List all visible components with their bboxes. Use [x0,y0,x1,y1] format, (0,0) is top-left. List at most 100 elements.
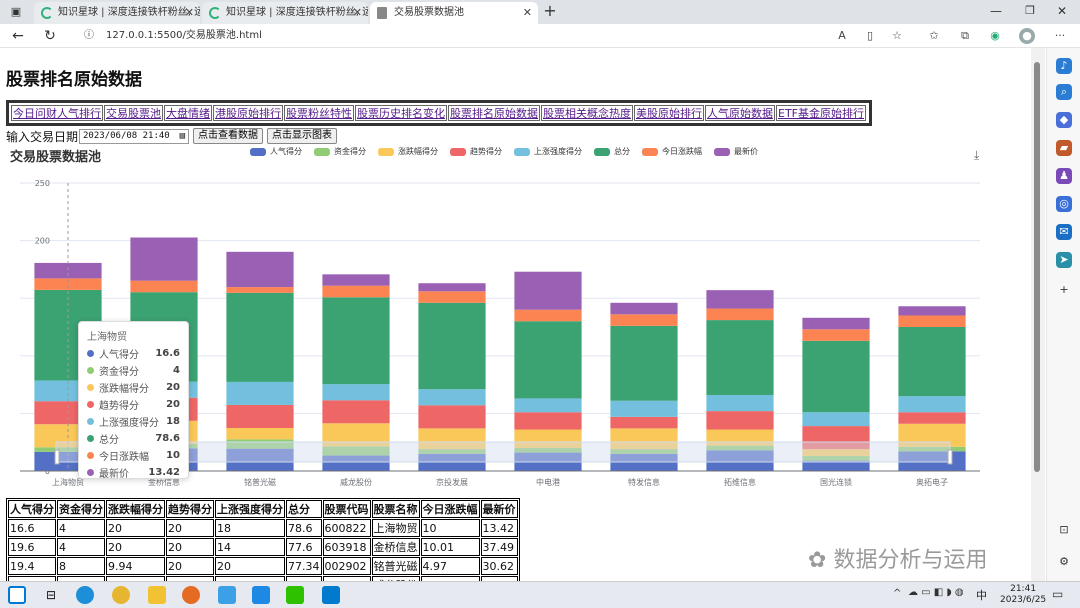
view-data-button[interactable]: 点击查看数据 [193,128,264,144]
bar-segment [418,283,486,292]
browser-tab-1[interactable]: 知识星球 | 深度连接铁杆粉丝, 运 ✕ [34,2,200,24]
nav-link[interactable]: 交易股票池 [104,105,163,121]
close-icon[interactable]: ✕ [184,6,194,19]
refresh-icon[interactable]: ↻ [44,28,56,44]
extension-icon[interactable]: ◉ [990,29,1000,42]
nav-link[interactable]: ETF基金原始排行 [776,105,866,121]
nav-link[interactable]: 港股原始排行 [213,105,283,121]
browser-tab-2[interactable]: 知识星球 | 深度连接铁杆粉丝, 运 ✕ [202,2,368,24]
ime-indicator[interactable]: 中 [976,589,987,602]
file-explorer-icon[interactable] [148,586,166,604]
table-cell: 10 [420,519,480,537]
url-field[interactable]: ⓘ 127.0.0.1:5500/交易股票池.html [72,26,917,46]
new-tab-button[interactable]: + [543,1,557,20]
nav-link[interactable]: 大盘情绪 [164,105,212,121]
vscode-app-icon[interactable] [322,586,340,604]
outlook-icon[interactable]: ✉ [1056,224,1072,240]
back-icon[interactable]: ← [12,28,24,44]
screenshot-icon[interactable]: ⊡ [1059,523,1069,536]
restore-icon[interactable]: ❐ [1025,4,1035,17]
nav-link[interactable]: 人气原始数据 [705,105,775,121]
bar-segment [514,321,582,399]
more-menu-icon[interactable]: ··· [1054,29,1066,42]
tooltip-row: 今日涨跌幅 10 [87,447,180,464]
close-window-icon[interactable]: ✕ [1056,4,1068,18]
info-icon[interactable]: ⓘ [84,30,94,41]
tooltip-value: 16.6 [155,348,180,359]
bar-segment [226,251,294,288]
browser-tab-active[interactable]: 交易股票数据池 ✕ [370,2,538,24]
tray-icons[interactable]: ☁ ▭ ◧ ◗ ◍ [908,587,964,598]
tooltip-marker [87,350,94,357]
nav-link[interactable]: 今日问财人气排行 [11,105,103,121]
clock-date: 2023/6/25 [1000,595,1047,605]
task-view-icon[interactable]: ⊟ [45,588,57,602]
search-icon[interactable]: ⌕ [1056,84,1072,100]
bar-segment [226,427,294,440]
legend-swatch [594,147,610,156]
clock[interactable]: 21:41 2023/6/25 [1000,584,1046,606]
scrollbar-thumb[interactable] [1034,62,1040,472]
legend-item[interactable]: 今日涨跌幅 [642,146,702,157]
nav-link[interactable]: 股票粉丝特性 [284,105,354,121]
drop-icon[interactable]: ➤ [1056,252,1072,268]
calendar-icon[interactable]: ▤ [179,130,186,141]
legend-item[interactable]: 资金得分 [314,146,366,157]
nav-link[interactable]: 股票历史排名变化 [355,105,447,121]
minimize-icon[interactable]: — [990,4,1002,18]
x-tick-label: 奥拓电子 [916,477,948,487]
office-icon[interactable]: ◎ [1056,196,1072,212]
tray-chevron-icon[interactable]: ^ [893,588,902,599]
immersive-reader-icon[interactable]: ▯ [866,29,874,42]
bar-segment [706,445,774,451]
legend-item[interactable]: 最新价 [714,146,758,157]
start-windows-icon[interactable] [8,586,26,604]
bar-segment [226,287,294,293]
close-icon[interactable]: ✕ [352,6,362,19]
download-icon[interactable]: ⤓ [974,148,980,162]
tools-icon[interactable]: ▰ [1056,140,1072,156]
legend-item[interactable]: 人气得分 [250,146,302,157]
edge-app-icon[interactable] [76,586,94,604]
read-aloud-icon[interactable]: A [838,29,846,42]
bar-segment [514,309,582,322]
favorite-star-icon[interactable]: ☆ [892,29,902,42]
legend-label: 最新价 [734,147,758,156]
wechat-app-icon[interactable] [286,586,304,604]
table-cell: 14 [215,538,285,556]
show-chart-button[interactable]: 点击显示图表 [267,128,338,144]
date-label: 输入交易日期 [6,129,79,144]
games-icon[interactable]: ♟ [1056,168,1072,184]
nav-link[interactable]: 股票排名原始数据 [448,105,540,121]
tooltip-marker [87,367,94,374]
settings-gear-icon[interactable]: ⚙ [1059,555,1069,568]
firefox-app-icon[interactable] [182,586,200,604]
chrome-app-icon[interactable] [112,586,130,604]
notification-icon[interactable]: ▭ [1052,587,1064,601]
bar-segment [34,278,102,290]
page-scrollbar[interactable] [1031,48,1045,581]
edge-sidebar: ♪ ⌕ ◆ ▰ ♟ ◎ ✉ ➤ + ⊡ ⚙ [1046,48,1080,581]
tooltip-row: 涨跌幅得分 20 [87,379,180,396]
favorites-icon[interactable]: ✩ [929,29,939,42]
table-row: 16.6 4 20 20 18 78.6 600822 上海物贸 10 13.42 [8,519,518,537]
nav-link[interactable]: 美股原始排行 [634,105,704,121]
legend-item[interactable]: 上涨强度得分 [514,146,582,157]
close-icon[interactable]: ✕ [522,6,532,19]
shopping-tag-icon[interactable]: ◆ [1056,112,1072,128]
date-input[interactable]: 2023/06/08 21:40 ▤ [79,128,190,144]
table-cell: 19.6 [8,538,56,556]
nav-link[interactable]: 股票相关概念热度 [541,105,633,121]
table-cell: 13.42 [480,519,518,537]
legend-item[interactable]: 总分 [594,146,630,157]
legend-item[interactable]: 涨跌幅得分 [378,146,438,157]
app-icon[interactable] [252,586,270,604]
app-icon[interactable] [218,586,236,604]
add-icon[interactable]: + [1059,283,1069,296]
tab-actions-icon[interactable]: ▣ [10,5,22,18]
collections-icon[interactable]: ⧉ [961,29,969,42]
legend-item[interactable]: 趋势得分 [450,146,502,157]
nav-links-bar: 今日问财人气排行 交易股票池 大盘情绪 港股原始排行 股票粉丝特性 股票历史排名… [6,100,872,126]
bell-icon[interactable]: ♪ [1056,58,1072,74]
profile-avatar-icon[interactable]: ● [1019,28,1035,44]
